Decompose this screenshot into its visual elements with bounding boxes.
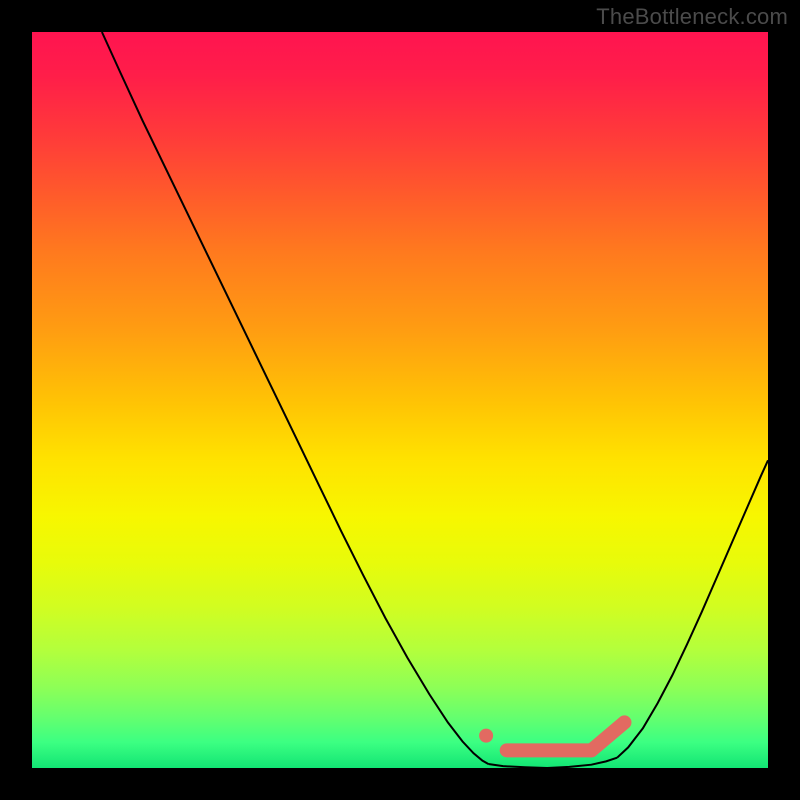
plot-area <box>32 32 768 768</box>
curve-left <box>102 32 488 764</box>
curve-right <box>617 460 768 757</box>
markers-group <box>479 722 624 750</box>
curve-valley <box>488 758 617 768</box>
chart-frame: TheBottleneck.com <box>0 0 800 800</box>
chart-overlay <box>32 32 768 768</box>
marker-dot <box>479 729 493 743</box>
watermark-text: TheBottleneck.com <box>596 4 788 30</box>
marker-segment <box>591 722 624 750</box>
